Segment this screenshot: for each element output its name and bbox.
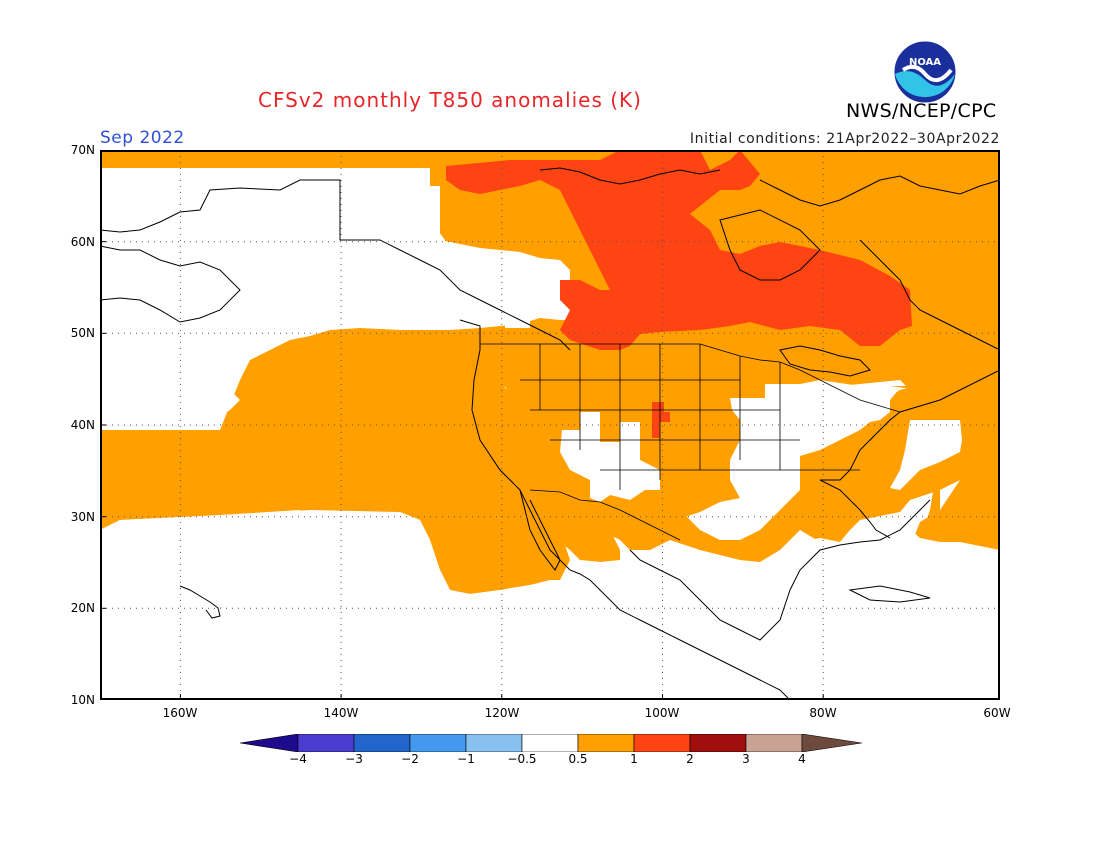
legend-box-1-2 (633, 734, 691, 752)
white-region-eastern-us (730, 380, 900, 498)
lat-label-60n: 60N (70, 235, 95, 249)
political-borders (480, 343, 901, 541)
legend-box-minus2-minus1 (409, 734, 467, 752)
alaska-coast (100, 179, 571, 351)
hawaii (179, 585, 221, 619)
lat-label-70n: 70N (70, 143, 95, 157)
red-region-kansas (652, 402, 670, 438)
lat-label-10n: 10N (70, 693, 95, 707)
axis-ticks (100, 241, 824, 700)
noaa-logo: NOAA (893, 40, 957, 104)
lat-label-30n: 30N (70, 510, 95, 524)
legend-label-1: −3 (345, 752, 363, 766)
legend-box-2-3 (689, 734, 747, 752)
logo-text: NOAA (909, 57, 941, 68)
legend-box-minus1-minus0.5 (465, 734, 523, 752)
lat-label-50n: 50N (70, 326, 95, 340)
legend-label-0: −4 (289, 752, 307, 766)
labrador (859, 239, 1000, 351)
lat-label-40n: 40N (70, 418, 95, 432)
legend-box-neutral (521, 734, 579, 752)
hudson-bay (719, 209, 821, 281)
great-lakes (779, 345, 871, 377)
legend-arrow-high (801, 734, 862, 752)
initial-conditions: Initial conditions: 21Apr2022–30Apr2022 (689, 131, 1000, 147)
legend-box-0.5-1 (577, 734, 635, 752)
graticule (100, 150, 1000, 700)
lon-label-120w: 120W (484, 706, 520, 720)
lon-label-80w: 80W (809, 706, 837, 720)
coastlines (100, 167, 1000, 700)
legend-label-8: 3 (742, 752, 750, 766)
legend-label-3: −1 (457, 752, 475, 766)
lon-label-60w: 60W (983, 706, 1011, 720)
lon-label-160w: 160W (162, 706, 198, 720)
white-region-southwest-us (560, 412, 660, 502)
cuba (848, 585, 931, 603)
legend-arrow-low (240, 734, 299, 752)
orange-region-east-pacific (100, 310, 570, 594)
legend-label-6: 1 (630, 752, 638, 766)
color-legend (240, 734, 862, 752)
legend-label-7: 2 (686, 752, 694, 766)
legend-box-minus3-minus2 (353, 734, 411, 752)
white-region-south-pacific (100, 510, 1000, 700)
agency-label: NWS/NCEP/CPC (846, 100, 997, 122)
pacific-coast (459, 319, 791, 700)
map-title: CFSv2 monthly T850 anomalies (K) (258, 88, 642, 112)
lat-label-20n: 20N (70, 601, 95, 615)
lon-label-100w: 100W (644, 706, 680, 720)
us-mexico-border (529, 489, 681, 541)
legend-label-5: 0.5 (568, 752, 588, 766)
state-lines (520, 344, 860, 490)
orange-region-atlantic (890, 310, 1000, 550)
legend-label-9: 4 (798, 752, 806, 766)
red-region-canada (446, 150, 912, 350)
arctic-islands (539, 167, 1000, 207)
anomaly-map (100, 150, 1000, 700)
legend-label-4: −0.5 (507, 752, 537, 766)
legend-label-2: −2 (401, 752, 419, 766)
gulf-coast (629, 479, 931, 641)
legend-box-minus4-minus3 (297, 734, 355, 752)
white-region-alaska (100, 176, 580, 430)
anomaly-region-1-2 (446, 150, 912, 438)
lon-label-140w: 140W (323, 706, 359, 720)
baja-coast (519, 489, 561, 571)
anomaly-region-neutral (100, 176, 1000, 700)
white-region-north-atlantic (890, 420, 962, 490)
forecast-month: Sep 2022 (100, 128, 185, 148)
legend-box-3-4 (745, 734, 803, 752)
